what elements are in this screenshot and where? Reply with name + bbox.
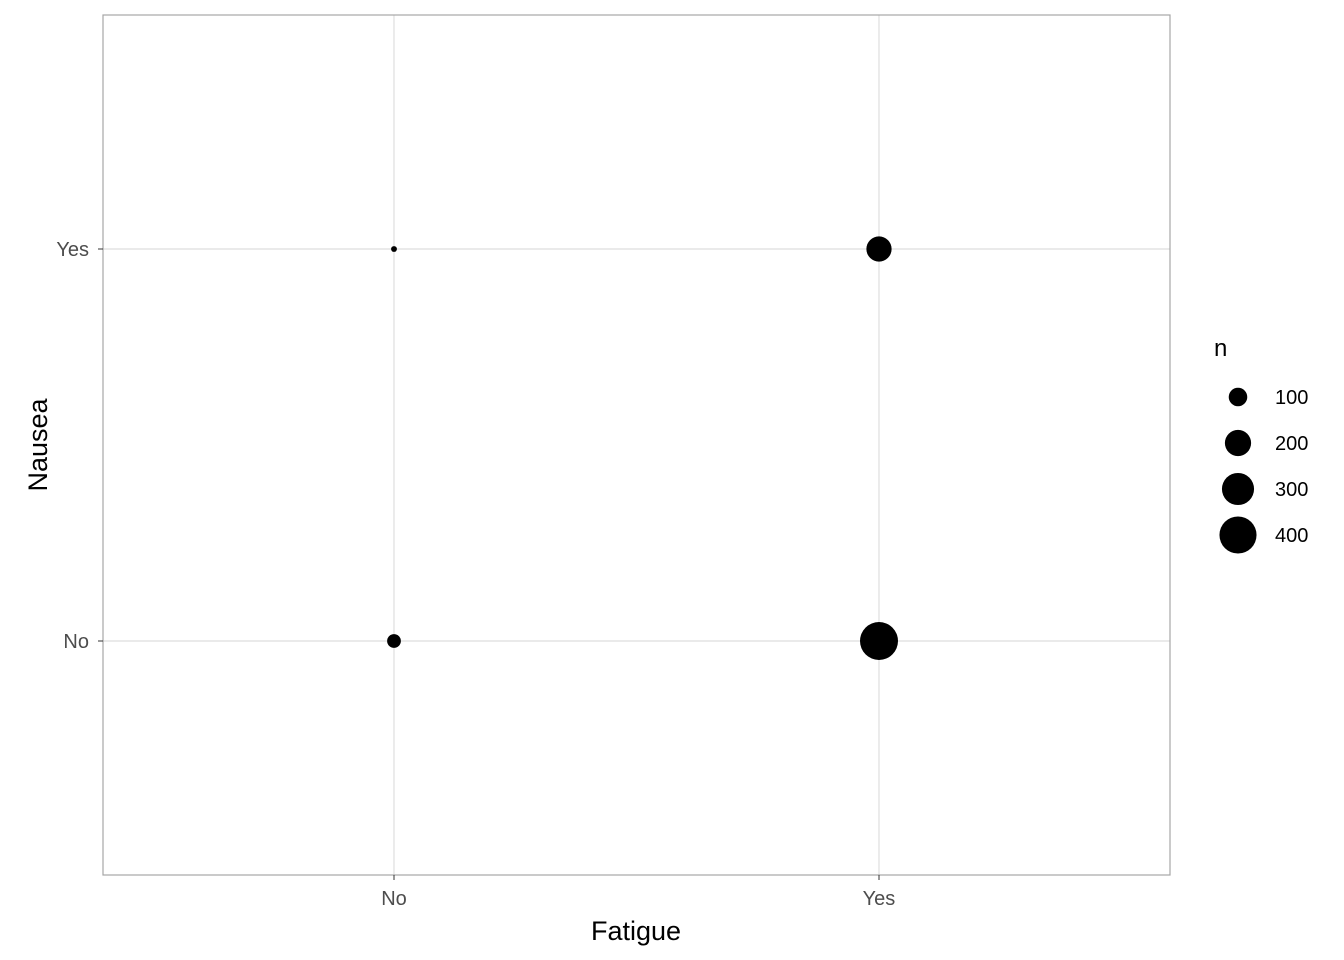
point-fatigue-no-nausea-yes	[391, 246, 397, 252]
point-fatigue-yes-nausea-yes	[866, 236, 892, 262]
size-legend: n 100 200 300 400	[1214, 335, 1308, 554]
legend-title: n	[1214, 335, 1227, 362]
legend-label-400: 400	[1275, 525, 1308, 547]
legend-label-100: 100	[1275, 387, 1308, 409]
legend-key-200	[1224, 429, 1252, 457]
legend-label-200: 200	[1275, 433, 1308, 455]
legend-key-400	[1219, 516, 1257, 554]
panel-border	[102, 14, 1171, 876]
legend-keys: 100 200 300 400	[1219, 387, 1308, 554]
x-tick-label: No	[381, 888, 407, 910]
point-fatigue-no-nausea-no	[387, 634, 401, 648]
legend-key-100	[1228, 387, 1248, 407]
y-axis-ticks: No Yes	[56, 239, 103, 653]
y-tick-label: No	[63, 631, 89, 653]
y-axis-title: Nausea	[23, 397, 53, 491]
x-axis-title: Fatigue	[591, 916, 681, 946]
y-tick-label: Yes	[56, 239, 89, 261]
x-axis-ticks: No Yes	[381, 875, 895, 910]
legend-label-300: 300	[1275, 479, 1308, 501]
x-tick-label: Yes	[863, 888, 896, 910]
legend-key-300	[1221, 472, 1255, 506]
point-fatigue-yes-nausea-no	[860, 622, 898, 660]
data-points	[387, 236, 898, 660]
gridlines	[103, 15, 1170, 875]
